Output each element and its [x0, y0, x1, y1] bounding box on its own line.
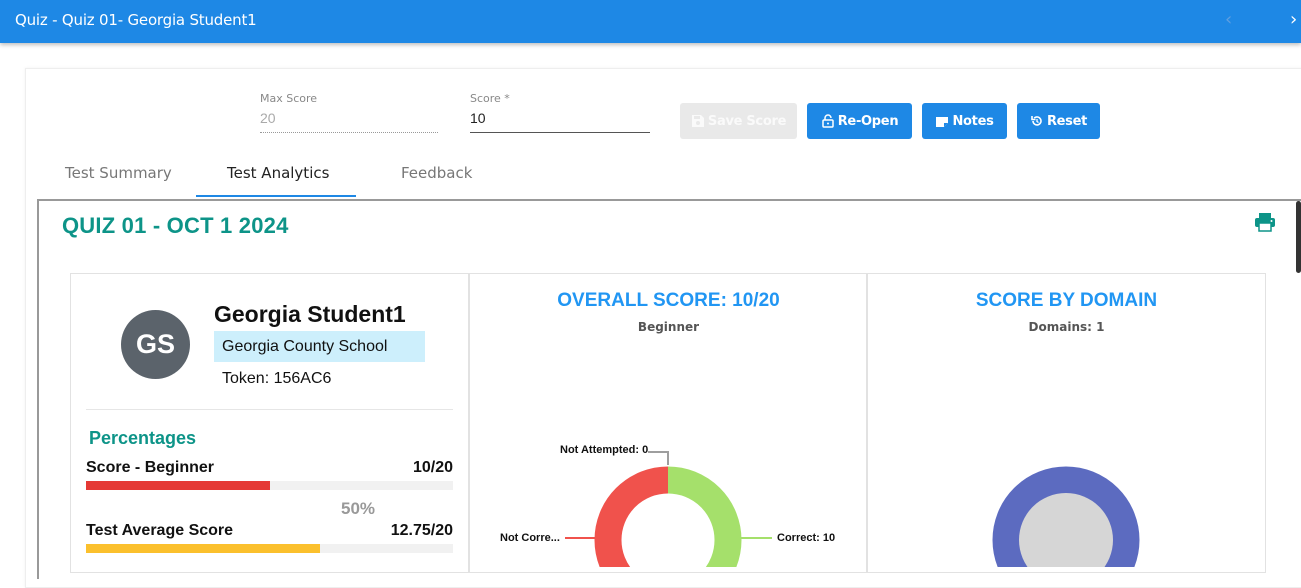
school-name: Georgia County School — [214, 331, 425, 362]
leader-not-attempted — [648, 451, 669, 465]
score-input[interactable]: 10 — [470, 110, 650, 133]
reset-icon — [1031, 116, 1042, 126]
score-label: Score * — [470, 92, 510, 105]
re-open-label: Re-Open — [837, 113, 899, 129]
student-name: Georgia Student1 — [214, 301, 406, 327]
tab-test-summary[interactable]: Test Summary — [65, 164, 172, 182]
domain-donut-center — [1019, 493, 1113, 567]
label-correct: Correct: 10 — [777, 532, 836, 544]
scrollbar-thumb[interactable] — [1296, 201, 1301, 273]
overall-slice-not-correct[interactable] — [594, 466, 742, 567]
tab-feedback[interactable]: Feedback — [401, 164, 473, 182]
analytics-content — [37, 199, 1301, 579]
re-open-button[interactable]: Re-Open — [807, 103, 912, 139]
percentages-title: Percentages — [89, 428, 197, 448]
print-icon[interactable] — [1254, 212, 1276, 232]
domain-score-subtitle: Domains: 1 — [1028, 320, 1105, 334]
lock-open-icon — [821, 114, 834, 128]
score-progress-fill — [86, 481, 270, 490]
average-bar-value: 12.75/20 — [390, 522, 453, 539]
score-field[interactable]: Score * 10 — [470, 92, 650, 133]
max-score-field: Max Score 20 — [260, 92, 438, 133]
domain-slice-domain[interactable] — [992, 466, 1140, 567]
reset-button[interactable]: Reset — [1017, 103, 1100, 139]
domain-donut-chart — [992, 466, 1140, 567]
notes-label: Notes — [952, 113, 994, 129]
reset-label: Reset — [1046, 113, 1088, 129]
average-bar-label: Test Average Score — [86, 522, 234, 539]
tab-test-analytics[interactable]: Test Analytics — [227, 164, 330, 182]
save-icon — [691, 115, 704, 127]
header-bar: Quiz - Quiz 01- Georgia Student1 ‹ › — [0, 0, 1301, 43]
page-title: Quiz - Quiz 01- Georgia Student1 — [15, 11, 257, 29]
active-tab-indicator — [196, 195, 356, 197]
score-progress-bar — [86, 481, 453, 490]
save-score-button[interactable]: Save Score — [680, 103, 797, 139]
overall-score-title: OVERALL SCORE: 10/20 — [557, 290, 780, 311]
max-score-label: Max Score — [260, 92, 318, 105]
note-icon — [936, 117, 949, 127]
score-bar-label: Score - Beginner — [86, 459, 215, 476]
average-progress-bar — [86, 544, 453, 553]
score-bar-value: 10/20 — [412, 459, 453, 476]
score-percentage: 50% — [341, 499, 376, 518]
avatar: GS — [121, 310, 190, 379]
next-arrow-icon[interactable]: › — [1290, 9, 1298, 30]
previous-arrow-icon[interactable]: ‹ — [1225, 9, 1233, 30]
student-token: Token: 156AC6 — [222, 370, 332, 387]
save-score-label: Save Score — [707, 113, 787, 129]
max-score-value: 20 — [260, 110, 438, 133]
divider — [86, 409, 453, 410]
notes-button[interactable]: Notes — [922, 103, 1007, 139]
overall-donut-chart — [565, 451, 772, 567]
label-not-attempted: Not Attempted: 0 — [560, 444, 649, 456]
overall-score-subtitle: Beginner — [637, 320, 700, 334]
label-not-correct: Not Corre... — [500, 532, 560, 544]
average-progress-fill — [86, 544, 320, 553]
overall-score-card — [469, 273, 867, 573]
domain-score-title: SCORE BY DOMAIN — [975, 290, 1158, 311]
quiz-title: QUIZ 01 - OCT 1 2024 — [62, 213, 289, 238]
